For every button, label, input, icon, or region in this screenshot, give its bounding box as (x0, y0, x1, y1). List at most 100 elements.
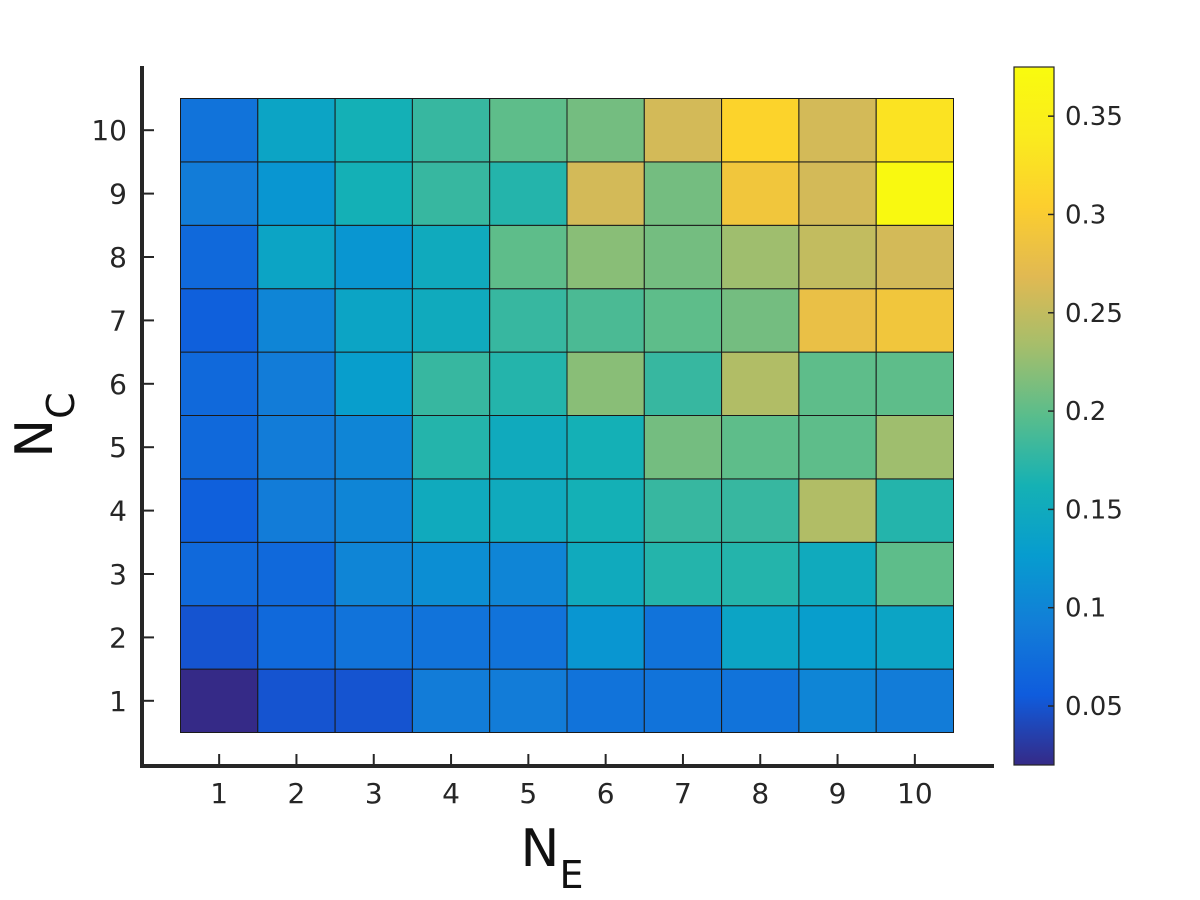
heatmap-cell (411, 668, 491, 733)
heatmap-cell (798, 161, 877, 226)
y-tick-label: 6 (109, 368, 127, 401)
heatmap-cell (875, 161, 955, 226)
heatmap-cell (257, 224, 336, 290)
heatmap-cell (798, 288, 877, 353)
heatmap-cell (566, 668, 645, 733)
heatmap-cell (489, 98, 568, 163)
heatmap-cell (643, 161, 723, 226)
heatmap-cell (721, 668, 800, 733)
colorbar-tick-label: 0.3 (1065, 200, 1106, 230)
x-tick-label: 7 (674, 777, 692, 810)
heatmap-cell (257, 161, 336, 226)
heatmap-cell (643, 478, 723, 543)
heatmap-cell (334, 288, 413, 353)
heatmap-cell (875, 668, 955, 733)
heatmap-cell (875, 351, 955, 417)
heatmap-cell (411, 351, 491, 417)
heatmap-cell (643, 668, 723, 733)
colorbar-tick-label: 0.25 (1065, 299, 1123, 329)
heatmap-cell (257, 415, 336, 480)
heatmap-cell (566, 605, 645, 670)
heatmap-cell (257, 541, 336, 607)
colorbar-tick-label: 0.05 (1065, 692, 1123, 722)
heatmap-cell (180, 478, 259, 543)
heatmap-cell (334, 478, 413, 543)
heatmap-cell (180, 541, 259, 607)
heatmap-cell (643, 415, 723, 480)
heatmap-cell (489, 161, 568, 226)
heatmap-cell (798, 605, 877, 670)
heatmap-cell (180, 351, 259, 417)
svg-text:NC: NC (5, 392, 83, 457)
x-axis-label-main: N (521, 819, 560, 879)
heatmap-cell (489, 415, 568, 480)
y-axis-label-sub: C (39, 392, 83, 419)
heatmap-cell (411, 541, 491, 607)
y-tick-label: 9 (109, 178, 127, 211)
heatmap-cell (875, 541, 955, 607)
heatmap-cells (180, 98, 955, 733)
colorbar: 0.05 0.1 0.15 0.2 0.25 0.3 0.35 (1013, 66, 1123, 766)
heatmap-cell (798, 98, 877, 163)
heatmap-cell (334, 98, 413, 163)
heatmap-cell (875, 478, 955, 543)
heatmap-cell (411, 98, 491, 163)
heatmap-cell (489, 541, 568, 607)
heatmap-cell (643, 98, 723, 163)
x-tick-label: 6 (597, 777, 615, 810)
y-tick-label: 8 (109, 241, 127, 274)
heatmap-cell (411, 224, 491, 290)
heatmap-cell (180, 288, 259, 353)
heatmap-cell (566, 351, 645, 417)
heatmap-cell (566, 288, 645, 353)
heatmap-cell (721, 224, 800, 290)
colorbar-tick-label: 0.2 (1065, 397, 1106, 427)
heatmap-cell (257, 288, 336, 353)
heatmap-cell (798, 478, 877, 543)
heatmap-cell (798, 415, 877, 480)
y-axis-label: NC (5, 392, 83, 457)
heatmap-cell (411, 161, 491, 226)
x-tick-label: 10 (897, 777, 933, 810)
heatmap-cell (489, 288, 568, 353)
heatmap-cell (643, 541, 723, 607)
heatmap-cell (643, 224, 723, 290)
heatmap-cell (798, 541, 877, 607)
heatmap-cell (180, 161, 259, 226)
heatmap-cell (721, 161, 800, 226)
heatmap-cell (334, 415, 413, 480)
x-tick-label: 2 (288, 777, 306, 810)
x-axis-label: NE (521, 819, 584, 897)
heatmap-cell (180, 668, 259, 733)
x-tick-label: 8 (751, 777, 769, 810)
heatmap-cell (566, 98, 645, 163)
heatmap-cell (721, 478, 800, 543)
heatmap-cell (875, 224, 955, 290)
heatmap-cell (257, 668, 336, 733)
y-tick-label: 3 (109, 558, 127, 591)
heatmap-cell (180, 98, 259, 163)
heatmap-cell (566, 478, 645, 543)
heatmap-cell (334, 161, 413, 226)
heatmap-cell (721, 605, 800, 670)
x-tick-label: 4 (442, 777, 460, 810)
colorbar-tick-label: 0.1 (1065, 594, 1106, 624)
x-tick-label: 9 (829, 777, 847, 810)
y-tick-label: 7 (109, 304, 127, 337)
heatmap-cell (334, 351, 413, 417)
heatmap-cell (334, 605, 413, 670)
heatmap-cell (566, 415, 645, 480)
heatmap-cell (643, 605, 723, 670)
heatmap-cell (566, 541, 645, 607)
heatmap-cell (566, 224, 645, 290)
heatmap-cell (180, 415, 259, 480)
heatmap-cell (489, 668, 568, 733)
y-tick-label: 1 (109, 685, 127, 718)
heatmap-cell (334, 541, 413, 607)
heatmap-cell (489, 478, 568, 543)
heatmap-cell (721, 288, 800, 353)
heatmap-cell (257, 98, 336, 163)
heatmap-cell (257, 478, 336, 543)
heatmap-cell (721, 98, 800, 163)
heatmap-cell (334, 224, 413, 290)
